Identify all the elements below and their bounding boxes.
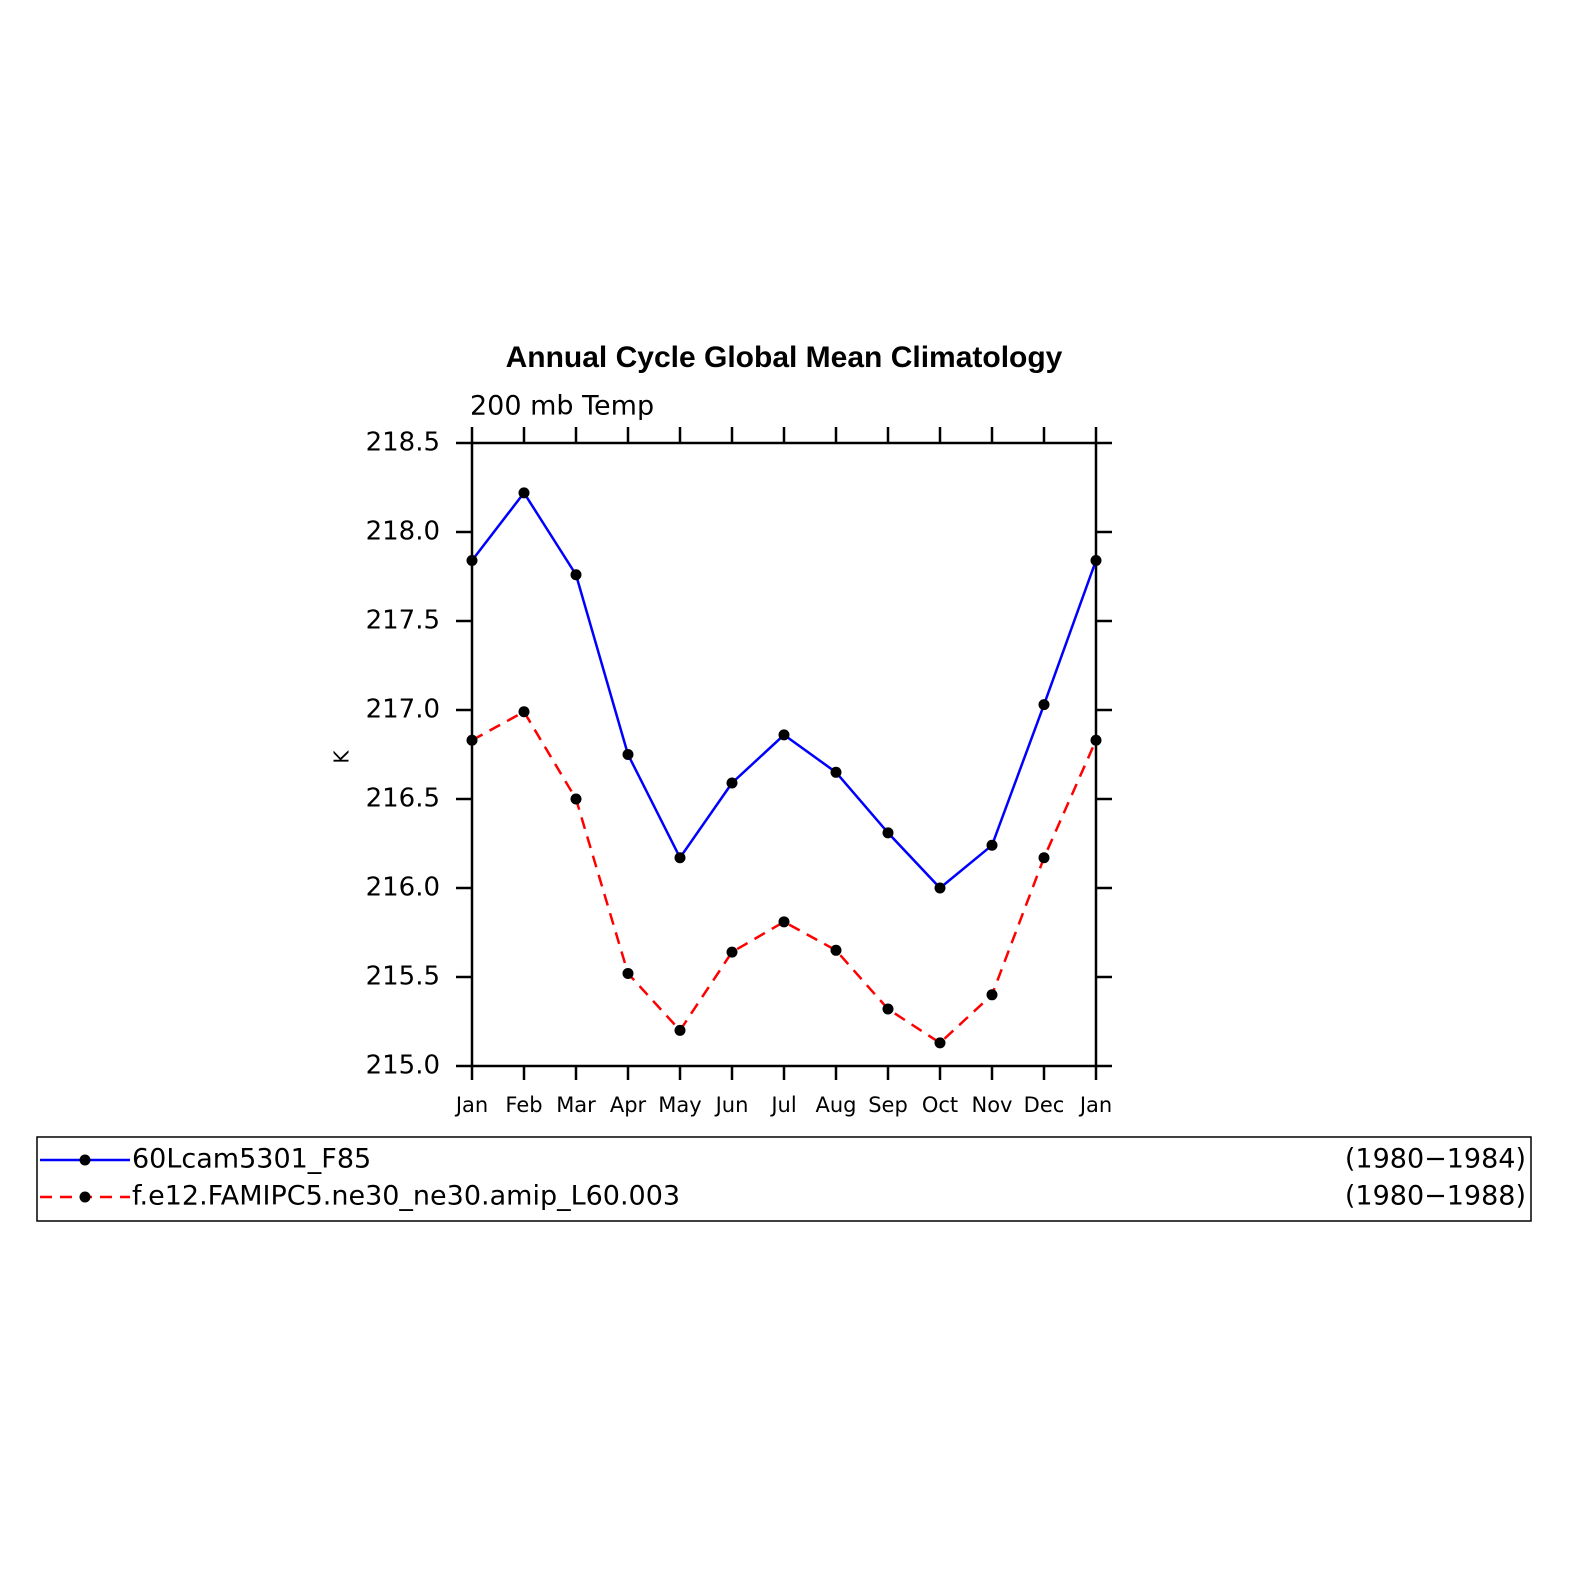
data-point bbox=[726, 946, 738, 958]
data-point bbox=[778, 729, 790, 741]
data-point bbox=[934, 882, 946, 894]
data-point bbox=[674, 1024, 686, 1036]
data-point bbox=[882, 1003, 894, 1015]
data-point bbox=[986, 839, 998, 851]
legend-period: (1980−1984) bbox=[1345, 1144, 1526, 1175]
data-point bbox=[778, 916, 790, 928]
legend-period: (1980−1988) bbox=[1345, 1181, 1526, 1212]
data-point bbox=[622, 967, 634, 979]
data-point bbox=[830, 944, 842, 956]
x-tick-label: Jun bbox=[714, 1093, 749, 1117]
data-point bbox=[882, 827, 894, 839]
y-axis-label: K bbox=[330, 750, 354, 764]
data-point bbox=[466, 554, 478, 566]
y-tick-label: 215.0 bbox=[366, 1051, 440, 1081]
y-tick-label: 218.5 bbox=[366, 428, 440, 458]
x-tick-label: Jan bbox=[454, 1093, 488, 1117]
y-tick-label: 217.0 bbox=[366, 695, 440, 725]
x-tick-label: Jul bbox=[769, 1093, 796, 1117]
x-tick-label: May bbox=[658, 1093, 701, 1117]
data-point bbox=[726, 777, 738, 789]
x-tick-label: Aug bbox=[815, 1093, 856, 1117]
data-point bbox=[830, 766, 842, 778]
legend-label: f.e12.FAMIPC5.ne30_ne30.amip_L60.003 bbox=[132, 1181, 680, 1212]
y-tick-label: 217.5 bbox=[366, 606, 440, 636]
data-point bbox=[986, 989, 998, 1001]
x-tick-label: Nov bbox=[972, 1093, 1013, 1117]
data-point bbox=[518, 706, 530, 718]
x-tick-label: Oct bbox=[922, 1093, 958, 1117]
x-tick-label: Jan bbox=[1078, 1093, 1112, 1117]
y-tick-label: 215.5 bbox=[366, 962, 440, 992]
x-tick-label: Mar bbox=[556, 1093, 596, 1117]
x-tick-label: Apr bbox=[610, 1093, 647, 1117]
y-tick-label: 218.0 bbox=[366, 517, 440, 547]
legend-marker bbox=[79, 1154, 91, 1166]
data-point bbox=[674, 852, 686, 864]
chart-title: Annual Cycle Global Mean Climatology bbox=[506, 341, 1063, 374]
data-point bbox=[1038, 699, 1050, 711]
data-point bbox=[934, 1037, 946, 1049]
data-point bbox=[466, 734, 478, 746]
data-point bbox=[1090, 734, 1102, 746]
legend-box bbox=[36, 1136, 1532, 1222]
chart-subtitle: 200 mb Temp bbox=[470, 391, 654, 422]
legend-label: 60Lcam5301_F85 bbox=[132, 1144, 371, 1175]
data-point bbox=[518, 487, 530, 499]
x-tick-label: Dec bbox=[1024, 1093, 1065, 1117]
data-point bbox=[570, 569, 582, 581]
legend-marker bbox=[79, 1191, 91, 1203]
data-point bbox=[1090, 554, 1102, 566]
y-tick-label: 216.5 bbox=[366, 784, 440, 814]
y-tick-label: 216.0 bbox=[366, 873, 440, 903]
x-tick-label: Sep bbox=[868, 1093, 908, 1117]
x-tick-label: Feb bbox=[505, 1093, 542, 1117]
data-point bbox=[622, 749, 634, 760]
data-point bbox=[570, 793, 582, 805]
data-point bbox=[1038, 852, 1050, 864]
